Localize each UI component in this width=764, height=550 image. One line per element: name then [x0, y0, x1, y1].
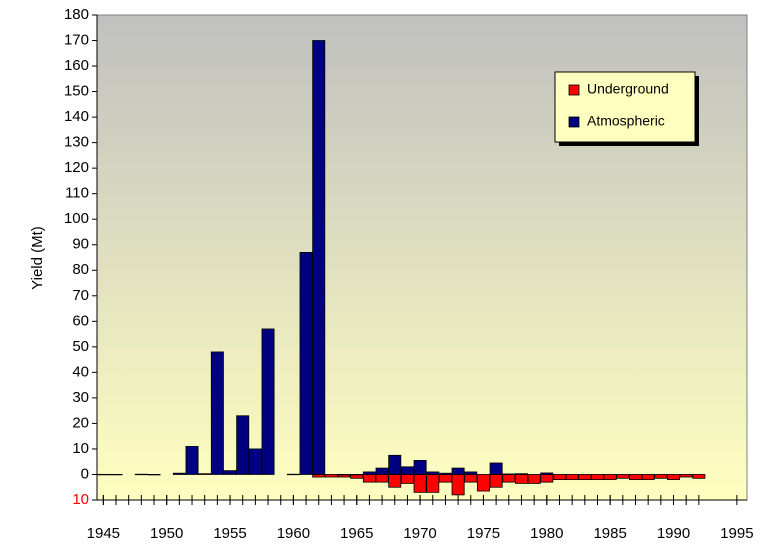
- bar: [438, 474, 452, 483]
- x-tick-label: 1950: [150, 525, 183, 542]
- bar: [679, 474, 693, 478]
- bar: [362, 474, 376, 483]
- bar: [236, 415, 250, 475]
- bar: [375, 474, 389, 483]
- bar: [514, 474, 528, 484]
- bar: [413, 474, 427, 493]
- bar: [337, 474, 351, 476]
- bar: [109, 473, 123, 476]
- bar: [185, 445, 199, 475]
- bar: [591, 474, 604, 480]
- y-tick-label: 0: [81, 465, 89, 482]
- x-tick-label: 1990: [657, 525, 690, 542]
- y-tick-label: 130: [64, 134, 89, 151]
- legend-marker: [568, 84, 580, 96]
- x-tick-label: 1995: [720, 525, 753, 542]
- y-tick-label: 110: [65, 185, 89, 202]
- bar: [438, 472, 452, 475]
- bar: [312, 40, 326, 475]
- y-tick-label: 180: [64, 6, 89, 23]
- x-tick-label: 1945: [87, 525, 120, 542]
- legend-label: Underground: [587, 81, 669, 97]
- bar: [476, 474, 490, 492]
- bar: [147, 474, 161, 476]
- bar: [375, 467, 389, 475]
- y-tick-label: 10: [72, 491, 89, 508]
- bar: [400, 474, 414, 484]
- bar: [388, 454, 402, 475]
- bar: [502, 473, 516, 475]
- y-tick-label: 30: [72, 389, 89, 406]
- bar: [198, 473, 212, 475]
- bar: [692, 474, 706, 479]
- bar: [388, 474, 402, 488]
- x-tick-label: 1960: [277, 525, 310, 542]
- y-axis-label: Yield (Mt): [29, 226, 46, 290]
- y-tick-label: 120: [64, 159, 89, 176]
- legend-label: Atmospheric: [587, 113, 665, 129]
- bar: [451, 474, 465, 496]
- x-tick-label: 1955: [213, 525, 246, 542]
- bar: [489, 462, 503, 475]
- x-tick-label: 1980: [530, 525, 563, 542]
- bar: [603, 474, 617, 480]
- y-tick-label: 60: [72, 312, 89, 329]
- bar: [540, 472, 554, 475]
- bar: [616, 474, 630, 479]
- y-tick-label: 170: [64, 31, 89, 48]
- y-tick-label: 140: [64, 108, 89, 125]
- bar: [502, 474, 516, 483]
- bar: [350, 474, 364, 476]
- bar: [96, 473, 110, 476]
- bar: [552, 474, 566, 480]
- y-tick-label: 100: [64, 210, 89, 227]
- x-tick-label: 1965: [340, 525, 373, 542]
- bar: [223, 470, 237, 475]
- bar: [464, 474, 478, 483]
- legend-box: [554, 71, 696, 143]
- bar: [489, 474, 503, 488]
- bar: [134, 473, 148, 476]
- y-tick-label: 90: [72, 236, 89, 253]
- bar: [667, 474, 680, 480]
- y-tick-label: 80: [72, 261, 89, 278]
- bar: [451, 467, 465, 475]
- bar: [540, 474, 554, 483]
- bar: [248, 448, 262, 475]
- bar: [210, 351, 224, 475]
- bar: [299, 251, 313, 475]
- bar: [362, 471, 376, 475]
- bar: [514, 473, 528, 475]
- bar: [172, 472, 186, 475]
- bar: [261, 328, 275, 475]
- y-tick-label: 20: [72, 414, 89, 431]
- bar: [426, 471, 440, 475]
- bar: [641, 474, 655, 480]
- x-tick-label: 1985: [593, 525, 626, 542]
- bar: [286, 473, 300, 476]
- bar: [629, 474, 642, 480]
- y-tick-label: 70: [72, 287, 89, 304]
- bar: [413, 460, 427, 475]
- y-tick-label: 50: [72, 338, 89, 355]
- bar: [654, 474, 668, 479]
- x-tick-label: 1975: [467, 525, 500, 542]
- y-tick-label: 10: [72, 440, 89, 457]
- bar: [565, 474, 579, 480]
- legend-marker: [568, 116, 580, 128]
- bar: [527, 474, 541, 484]
- y-tick-label: 160: [64, 57, 89, 74]
- y-tick-label: 150: [64, 83, 89, 100]
- bar: [578, 474, 592, 480]
- bar: [426, 474, 440, 493]
- x-tick-label: 1970: [403, 525, 436, 542]
- bar: [400, 466, 414, 475]
- bar: [324, 474, 338, 478]
- y-tick-label: 40: [72, 363, 89, 380]
- bar: [464, 471, 478, 475]
